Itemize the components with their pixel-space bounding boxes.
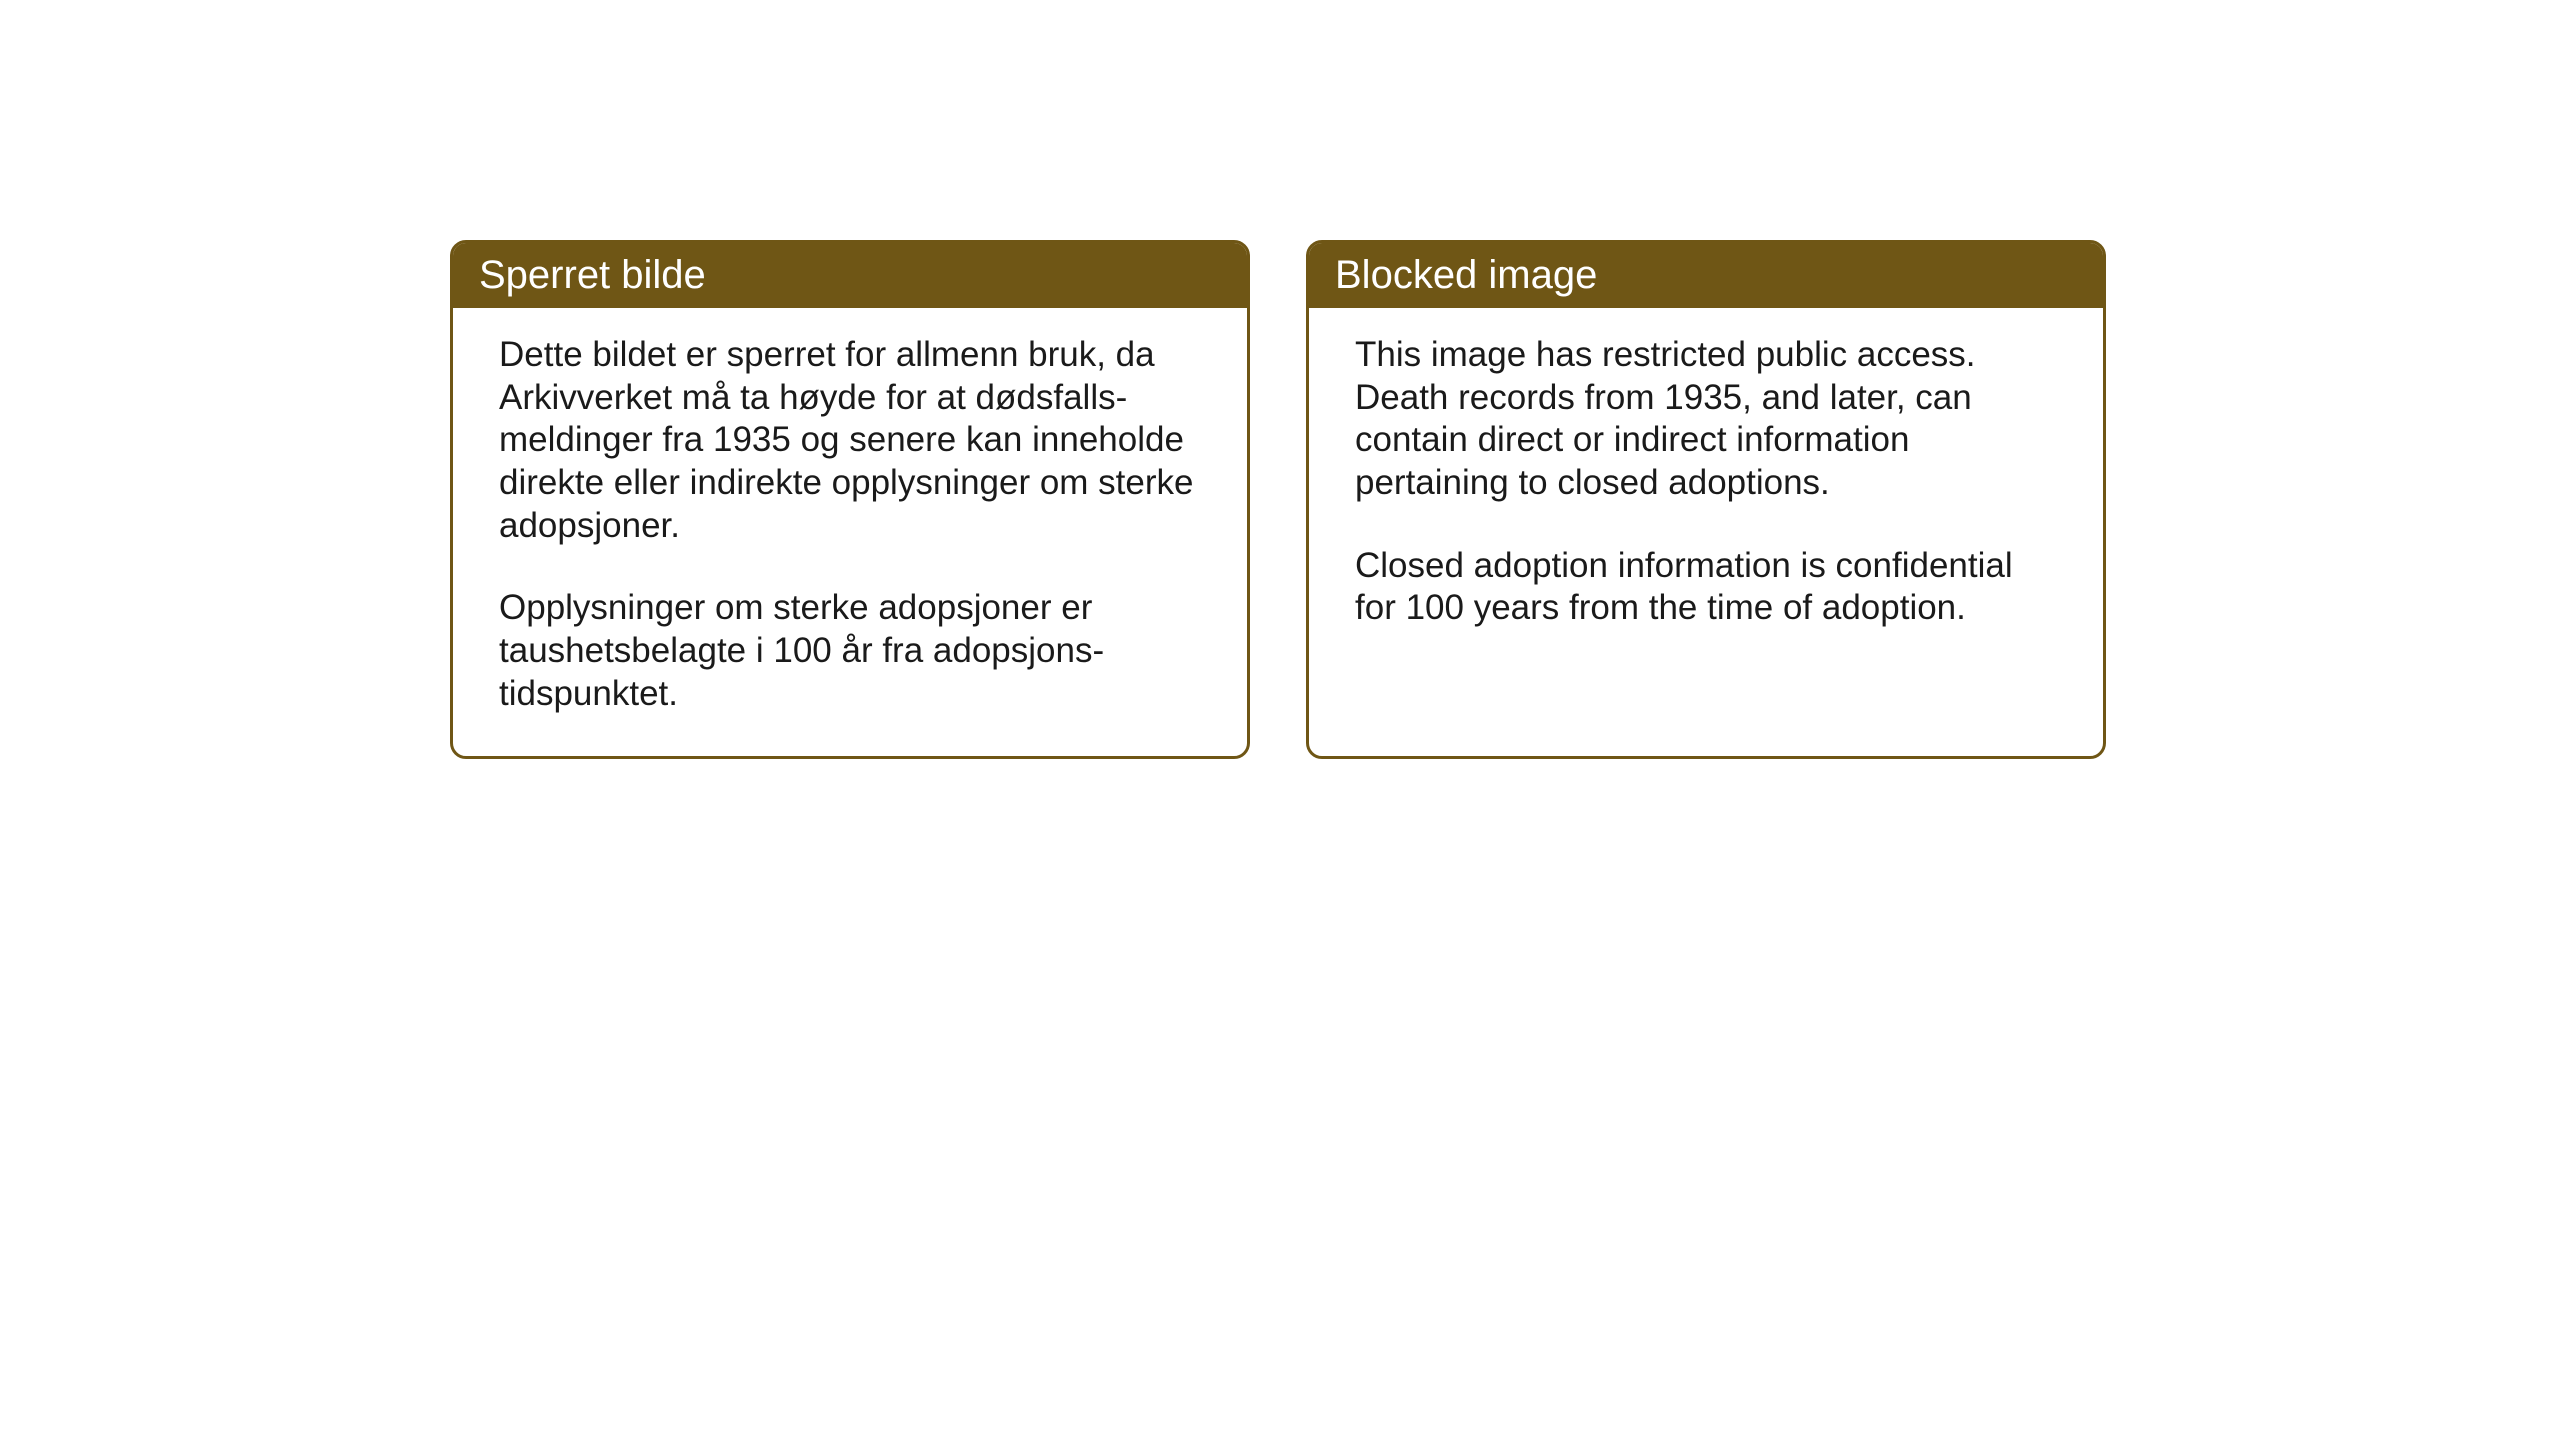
notice-card-norwegian: Sperret bilde Dette bildet er sperret fo… bbox=[450, 240, 1250, 759]
card-header: Blocked image bbox=[1309, 243, 2103, 308]
card-body: This image has restricted public access.… bbox=[1309, 308, 2103, 754]
card-paragraph-1: This image has restricted public access.… bbox=[1355, 334, 2057, 505]
card-paragraph-2: Closed adoption information is confident… bbox=[1355, 545, 2057, 630]
notice-cards-container: Sperret bilde Dette bildet er sperret fo… bbox=[450, 240, 2106, 759]
card-header: Sperret bilde bbox=[453, 243, 1247, 308]
card-title: Blocked image bbox=[1335, 253, 2077, 298]
card-title: Sperret bilde bbox=[479, 253, 1221, 298]
card-body: Dette bildet er sperret for allmenn bruk… bbox=[453, 308, 1247, 756]
card-paragraph-2: Opplysninger om sterke adopsjoner er tau… bbox=[499, 587, 1201, 715]
card-paragraph-1: Dette bildet er sperret for allmenn bruk… bbox=[499, 334, 1201, 547]
notice-card-english: Blocked image This image has restricted … bbox=[1306, 240, 2106, 759]
